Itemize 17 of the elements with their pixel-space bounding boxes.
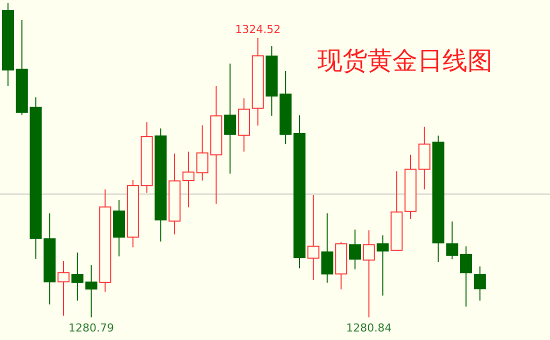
candlestick (307, 194, 320, 280)
candlestick (182, 151, 194, 208)
candlestick (321, 212, 334, 284)
annotation: 1324.52 (235, 22, 281, 36)
candlestick (446, 220, 458, 260)
candlestick (58, 260, 70, 316)
candlestick (460, 246, 472, 308)
candlestick (85, 264, 98, 318)
candlestick (376, 234, 389, 296)
candlestick (474, 266, 486, 302)
annotation: 1280.79 (68, 321, 114, 334)
text: 现货黄金日线图 (318, 46, 492, 75)
candlestick (349, 229, 361, 270)
candlestick (362, 230, 375, 318)
candlestick (71, 252, 84, 302)
annotation: 1280.84 (346, 321, 392, 334)
candlestick (224, 63, 236, 174)
